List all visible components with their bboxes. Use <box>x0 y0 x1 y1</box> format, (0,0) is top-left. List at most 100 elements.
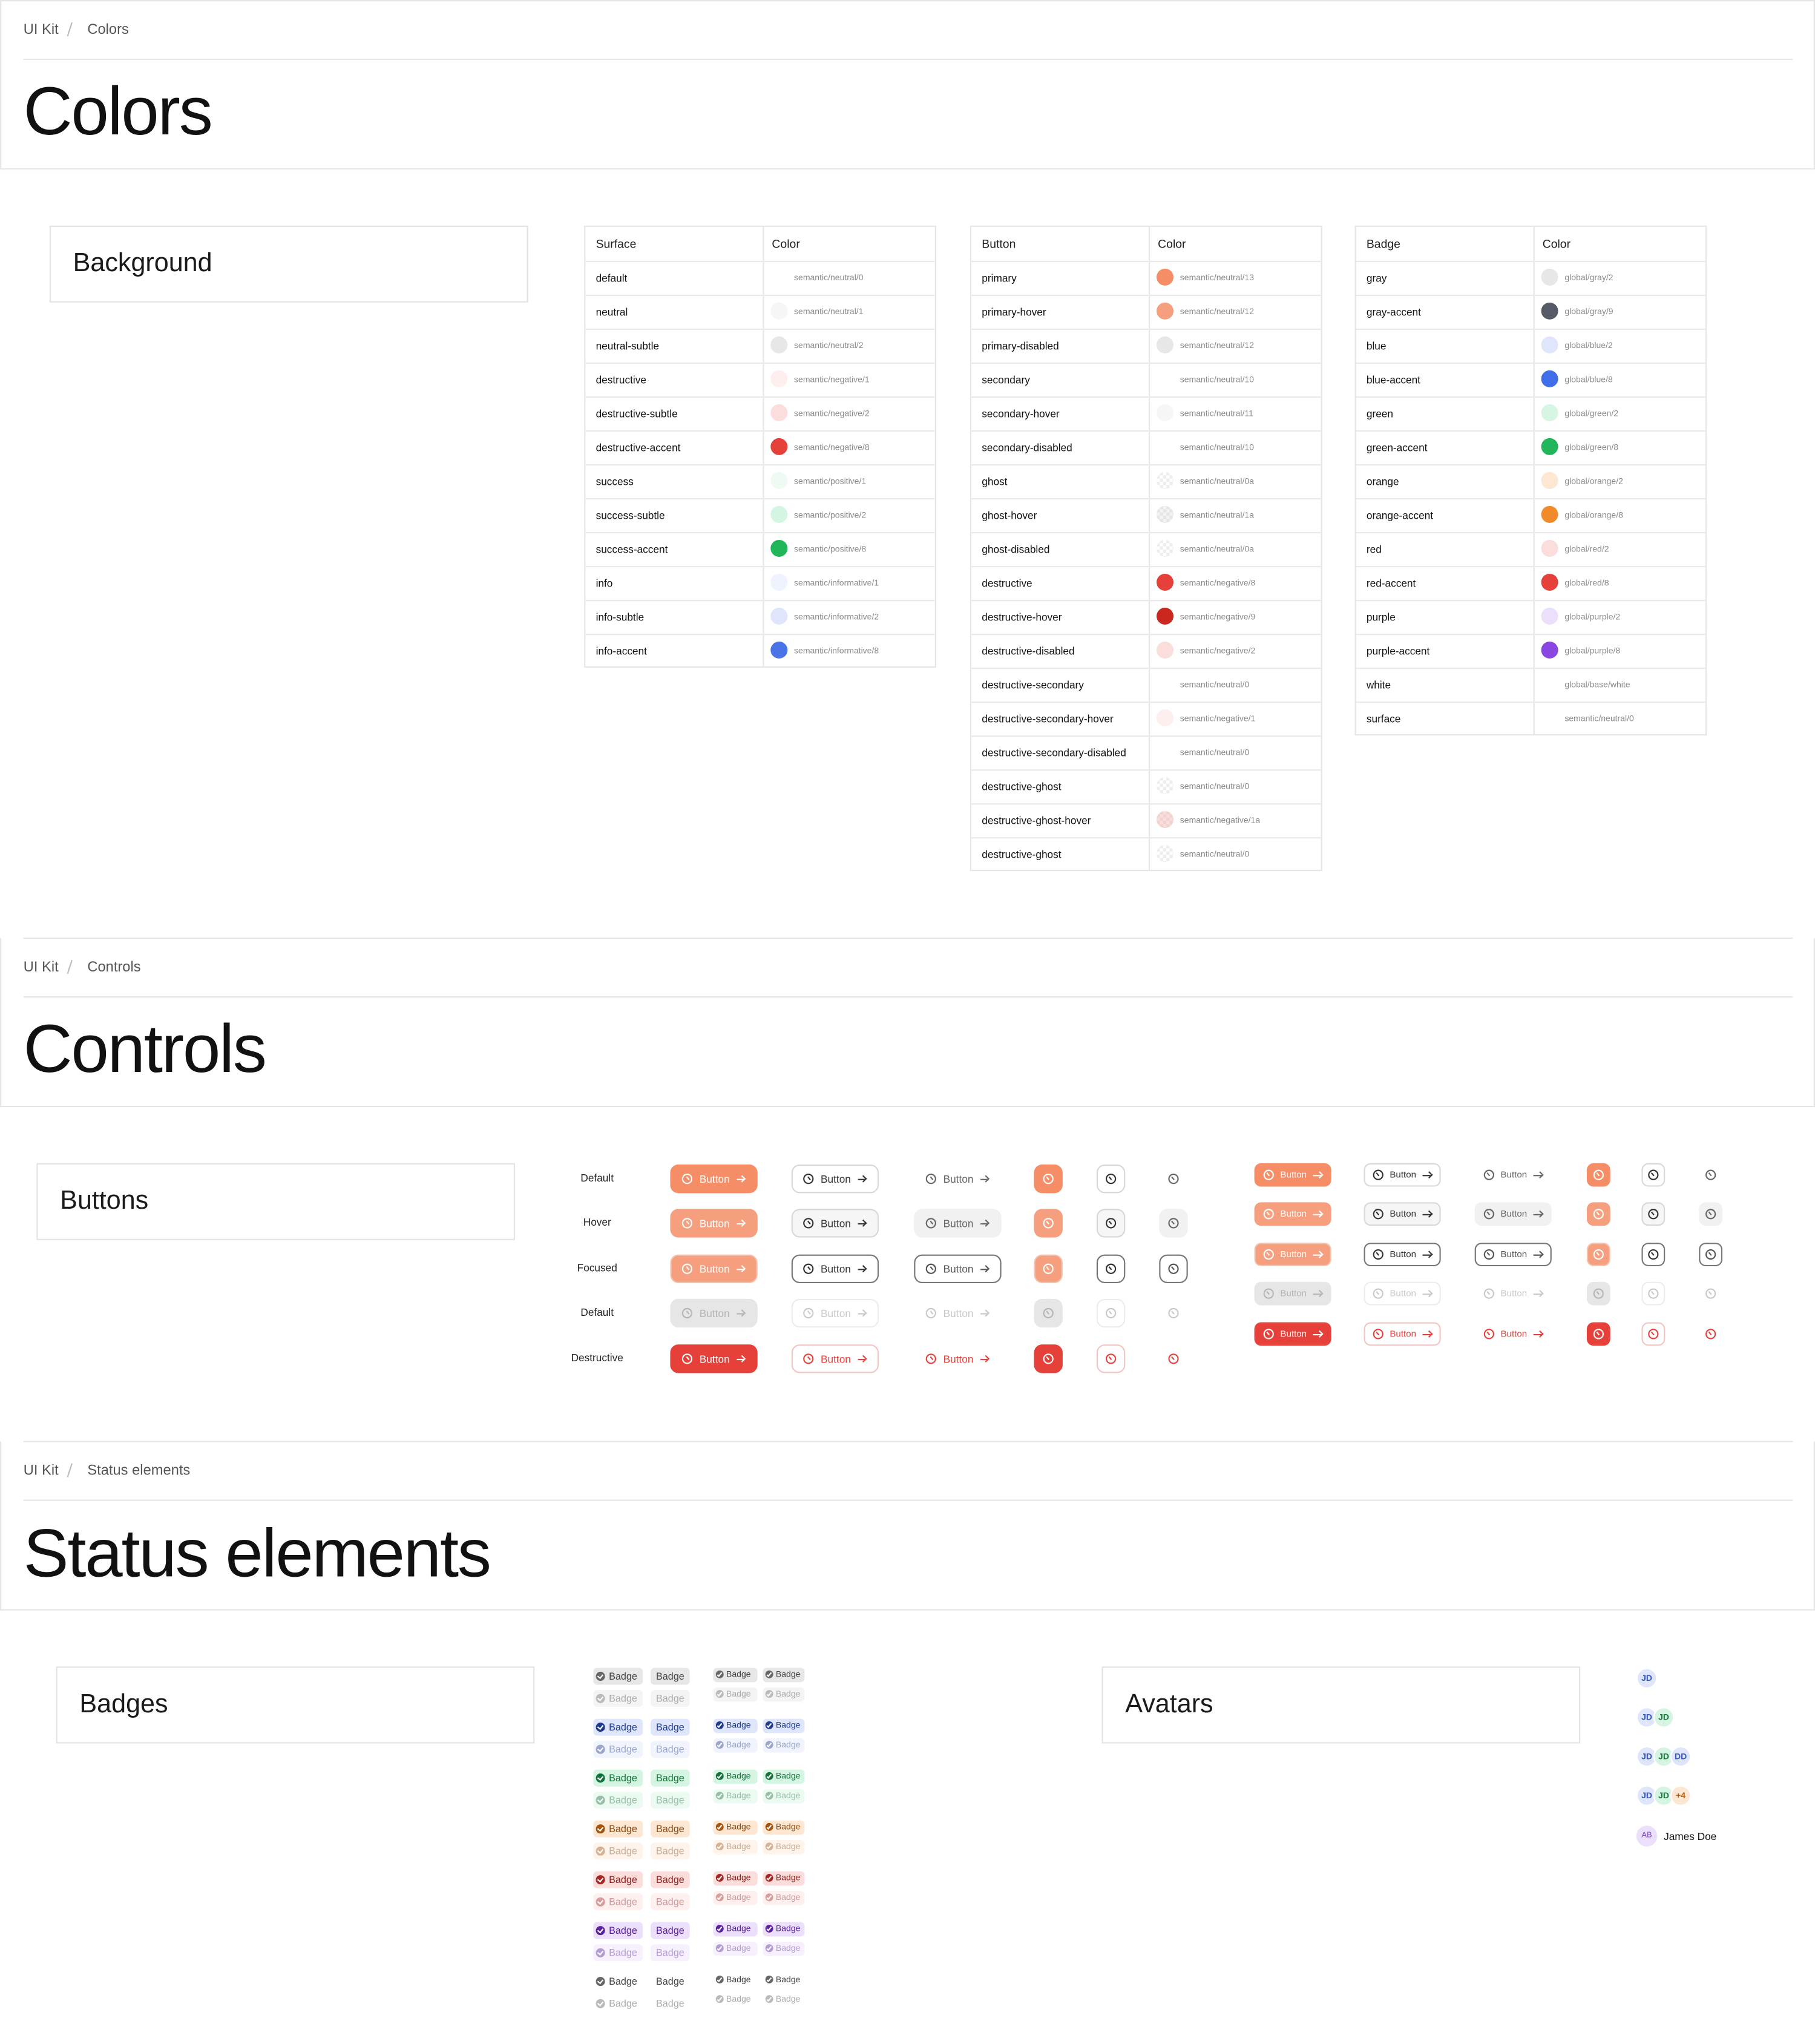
icon-button[interactable] <box>1159 1254 1188 1283</box>
icon-button[interactable] <box>1699 1202 1723 1226</box>
icon-button[interactable] <box>1641 1163 1666 1187</box>
icon-button[interactable] <box>1586 1243 1610 1266</box>
button[interactable]: Button <box>1254 1281 1331 1306</box>
button[interactable]: Button <box>670 1254 758 1283</box>
button[interactable]: Button <box>670 1209 758 1238</box>
token-name: destructive-secondary-disabled <box>982 747 1126 759</box>
button[interactable]: Button <box>1254 1202 1331 1226</box>
icon-button[interactable] <box>1586 1163 1610 1187</box>
token-value: semantic/negative/1a <box>1180 816 1261 826</box>
badge-icon <box>715 1670 724 1678</box>
token-value: semantic/neutral/12 <box>1180 341 1255 351</box>
button-label: Button <box>943 1307 974 1319</box>
icon-button[interactable] <box>1096 1209 1126 1238</box>
breadcrumb-link[interactable]: UI Kit <box>23 1463 59 1479</box>
button[interactable]: Button <box>791 1164 879 1194</box>
icon-button[interactable] <box>1159 1299 1187 1327</box>
icon-button[interactable] <box>1034 1298 1063 1328</box>
button[interactable]: Button <box>1364 1202 1441 1226</box>
button[interactable]: Button <box>1364 1281 1441 1306</box>
button[interactable]: Button <box>914 1344 1001 1373</box>
icon-button[interactable] <box>1096 1254 1126 1283</box>
icon-button[interactable] <box>1034 1209 1063 1238</box>
button-icon <box>1263 1209 1274 1220</box>
button[interactable]: Button <box>791 1254 879 1283</box>
button[interactable]: Button <box>1474 1243 1552 1266</box>
badge: Badge <box>593 1769 643 1786</box>
button-icon <box>1168 1174 1179 1185</box>
icon-button[interactable] <box>1699 1243 1723 1266</box>
icon-button[interactable] <box>1586 1281 1610 1306</box>
row-divider <box>585 396 935 398</box>
button[interactable]: Button <box>1475 1163 1552 1187</box>
button[interactable]: Button <box>670 1164 758 1194</box>
token-value: global/red/2 <box>1564 545 1609 554</box>
icon-button[interactable] <box>1159 1344 1187 1373</box>
button-icon <box>1168 1218 1179 1229</box>
button[interactable]: Button <box>1475 1282 1552 1306</box>
icon-button[interactable] <box>1641 1322 1666 1346</box>
button[interactable]: Button <box>670 1344 758 1373</box>
button-icon <box>1648 1169 1659 1180</box>
button-icon <box>1043 1174 1054 1185</box>
color-swatch <box>770 438 788 455</box>
icon-button[interactable] <box>1034 1344 1063 1373</box>
icon-button[interactable] <box>1034 1254 1063 1283</box>
button[interactable]: Button <box>914 1165 1001 1193</box>
icon-button[interactable] <box>1159 1165 1187 1193</box>
button[interactable]: Button <box>1474 1202 1552 1226</box>
breadcrumb-current: Colors <box>87 22 129 38</box>
icon-button[interactable] <box>1034 1164 1063 1194</box>
button[interactable]: Button <box>1254 1322 1331 1346</box>
token-value: semantic/neutral/0 <box>794 274 864 283</box>
badge-icon <box>596 1947 605 1957</box>
badge-label: Badge <box>775 1669 801 1679</box>
color-swatch <box>770 302 788 320</box>
icon-button[interactable] <box>1641 1281 1666 1306</box>
badge-label: Badge <box>609 1997 637 2009</box>
token-name: destructive-ghost <box>982 849 1062 861</box>
button[interactable]: Button <box>791 1344 879 1373</box>
icon-button[interactable] <box>1699 1282 1722 1306</box>
button[interactable]: Button <box>914 1254 1002 1283</box>
icon-button[interactable] <box>1586 1322 1610 1346</box>
token-name: purple <box>1366 611 1396 623</box>
row-divider <box>971 430 1321 432</box>
badge-icon <box>596 1772 605 1783</box>
icon-button[interactable] <box>1096 1298 1126 1328</box>
icon-button[interactable] <box>1641 1243 1666 1266</box>
button[interactable]: Button <box>791 1209 879 1238</box>
button[interactable]: Button <box>670 1298 758 1328</box>
button[interactable]: Button <box>1254 1243 1331 1266</box>
icon-button[interactable] <box>1096 1164 1126 1194</box>
section-card: Buttons <box>36 1163 516 1240</box>
badge-label: Badge <box>609 1669 637 1682</box>
icon-button[interactable] <box>1096 1344 1126 1373</box>
button[interactable]: Button <box>1364 1243 1441 1266</box>
badge-icon <box>765 1842 773 1851</box>
icon-button[interactable] <box>1159 1209 1188 1238</box>
breadcrumb-link[interactable]: UI Kit <box>23 959 59 976</box>
button[interactable]: Button <box>791 1298 879 1328</box>
icon-button[interactable] <box>1699 1323 1722 1346</box>
button-label: Button <box>699 1217 730 1229</box>
button[interactable]: Button <box>1475 1323 1552 1346</box>
color-swatch <box>1541 472 1558 489</box>
icon-button[interactable] <box>1586 1202 1610 1226</box>
button[interactable]: Button <box>1364 1322 1441 1346</box>
token-name: success <box>596 476 634 488</box>
icon-button[interactable] <box>1699 1163 1722 1187</box>
badge-label: Badge <box>656 1822 684 1835</box>
button[interactable]: Button <box>1364 1163 1441 1187</box>
button-label: Button <box>1500 1209 1528 1219</box>
breadcrumb-link[interactable]: UI Kit <box>23 22 59 38</box>
button[interactable]: Button <box>1254 1163 1331 1187</box>
color-swatch <box>1156 675 1174 693</box>
button-icon <box>926 1263 937 1274</box>
button[interactable]: Button <box>914 1299 1001 1327</box>
badge-small: Badge <box>763 1819 805 1835</box>
button-arrow <box>1422 1329 1432 1338</box>
button[interactable]: Button <box>914 1209 1002 1238</box>
icon-button[interactable] <box>1641 1202 1666 1226</box>
badge-small: Badge <box>713 1973 757 1987</box>
